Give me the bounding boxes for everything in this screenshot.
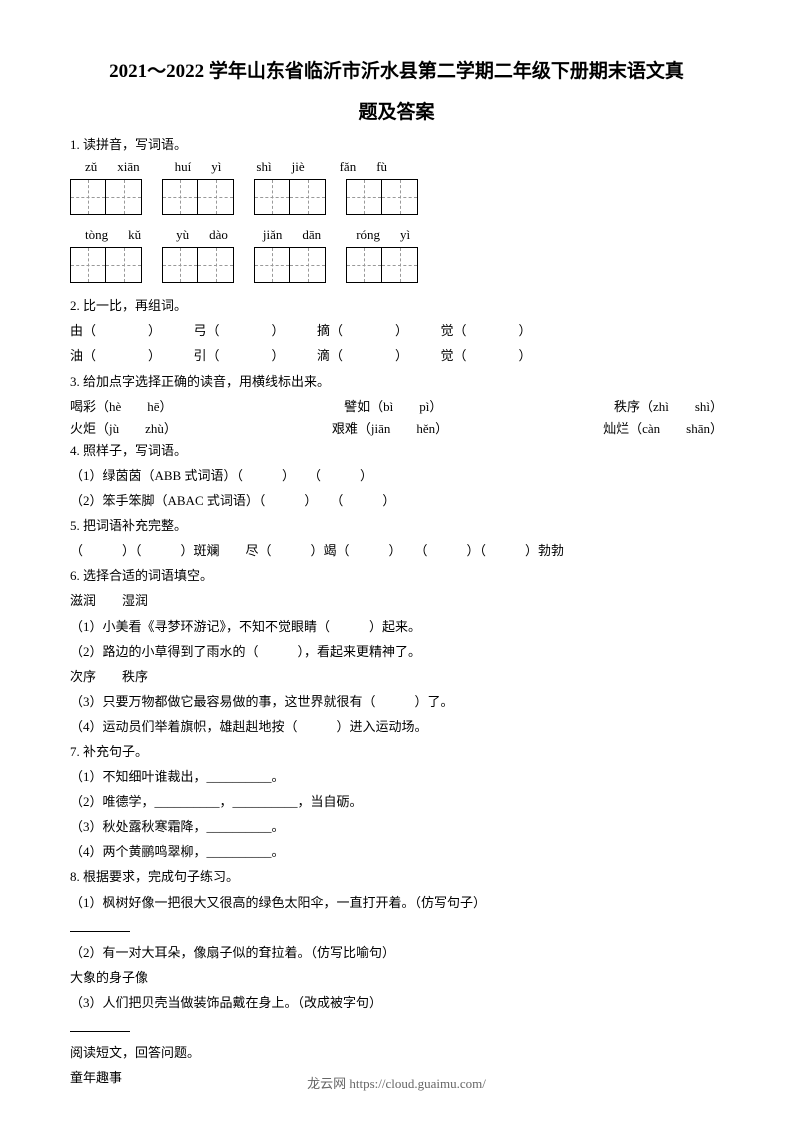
q6-words2: 次序 秩序 — [70, 666, 723, 688]
char-box — [290, 247, 326, 283]
char-box — [162, 179, 198, 215]
q6-prompt: 6. 选择合适的词语填空。 — [70, 565, 723, 587]
q6-line2: （2）路边的小草得到了雨水的（ ），看起来更精神了。 — [70, 641, 723, 663]
q1-prompt: 1. 读拼音，写词语。 — [70, 134, 723, 156]
pinyin: dào — [209, 227, 228, 243]
main-title: 2021～2022 学年山东省临沂市沂水县第二学期二年级下册期末语文真 — [70, 55, 723, 89]
q3-item: 喝彩（hè hē） — [70, 396, 173, 418]
q4-prompt: 4. 照样子，写词语。 — [70, 440, 723, 462]
pinyin: fù — [376, 159, 387, 175]
char-box — [70, 247, 106, 283]
q7-line1: （1）不知细叶谁裁出，__________。 — [70, 766, 723, 788]
q7-line2: （2）唯德学，__________，__________，当自砺。 — [70, 791, 723, 813]
pinyin: zǔ — [85, 159, 97, 175]
char-box — [70, 179, 106, 215]
char-box — [382, 179, 418, 215]
q1-pinyin-row1: zǔ xiān huí yì shì jiè fǎn fù — [70, 159, 723, 175]
pinyin: tòng — [85, 227, 108, 243]
q8-line1: （1）枫树好像一把很大又很高的绿色太阳伞，一直打开着。（仿写句子） — [70, 892, 723, 914]
q1-boxes-row2 — [70, 247, 723, 283]
pinyin: fǎn — [340, 159, 357, 175]
pinyin: huí — [175, 159, 192, 175]
q4-line2: （2）笨手笨脚（ABAC 式词语）（ ） （ ） — [70, 490, 723, 512]
q8-blank2 — [70, 1017, 723, 1039]
char-box — [254, 247, 290, 283]
q3-item: 譬如（bì pì） — [344, 396, 442, 418]
pinyin: dān — [302, 227, 321, 243]
pinyin: yì — [211, 159, 221, 175]
char-box — [290, 179, 326, 215]
q8-blank1 — [70, 917, 723, 939]
char-box — [106, 247, 142, 283]
q8-prompt: 8. 根据要求，完成句子练习。 — [70, 866, 723, 888]
char-box — [198, 179, 234, 215]
pinyin: shì — [256, 159, 271, 175]
char-box — [198, 247, 234, 283]
q3-item: 火炬（jù zhù） — [70, 418, 177, 440]
pinyin: yù — [176, 227, 189, 243]
char-box — [106, 179, 142, 215]
pinyin: kǔ — [128, 227, 141, 243]
q3-item: 灿烂（càn shān） — [603, 418, 723, 440]
pinyin: róng — [356, 227, 380, 243]
q3-prompt: 3. 给加点字选择正确的读音，用横线标出来。 — [70, 371, 723, 393]
q6-words1: 滋润 湿润 — [70, 590, 723, 612]
subtitle: 题及答案 — [70, 97, 723, 124]
q5-line1: （ ）（ ）斑斓 尽（ ）竭（ ） （ ）（ ）勃勃 — [70, 540, 723, 562]
q2-row2: 油（ ） 引（ ） 滴（ ） 觉（ ） — [70, 345, 723, 367]
pinyin: yì — [400, 227, 410, 243]
char-box — [346, 247, 382, 283]
q7-line4: （4）两个黄鹂鸣翠柳，__________。 — [70, 841, 723, 863]
q8-line3: 大象的身子像 — [70, 967, 723, 989]
q5-prompt: 5. 把词语补充完整。 — [70, 515, 723, 537]
q8-line4: （3）人们把贝壳当做装饰品戴在身上。（改成被字句） — [70, 992, 723, 1014]
q7-line3: （3）秋处露秋寒霜降，__________。 — [70, 816, 723, 838]
q3-item: 艰难（jiān hěn） — [332, 418, 448, 440]
q2-row1: 由（ ） 弓（ ） 摘（ ） 觉（ ） — [70, 320, 723, 342]
q7-prompt: 7. 补充句子。 — [70, 741, 723, 763]
char-box — [162, 247, 198, 283]
q1-pinyin-row2: tòng kǔ yù dào jiǎn dān róng yì — [70, 227, 723, 243]
q3-row1: 喝彩（hè hē） 譬如（bì pì） 秩序（zhì shì） — [70, 396, 723, 418]
q3-row2: 火炬（jù zhù） 艰难（jiān hěn） 灿烂（càn shān） — [70, 418, 723, 440]
reading-prompt: 阅读短文，回答问题。 — [70, 1042, 723, 1064]
pinyin: jiè — [292, 159, 305, 175]
q8-line2: （2）有一对大耳朵，像扇子似的耷拉着。（仿写比喻句） — [70, 942, 723, 964]
footer-text: 龙云网 https://cloud.guaimu.com/ — [0, 1073, 793, 1092]
q6-line4: （4）运动员们举着旗帜，雄赳赳地按（ ）进入运动场。 — [70, 716, 723, 738]
pinyin: xiān — [117, 159, 139, 175]
pinyin: jiǎn — [263, 227, 283, 243]
q1-boxes-row1 — [70, 179, 723, 215]
q2-prompt: 2. 比一比，再组词。 — [70, 295, 723, 317]
q6-line1: （1）小美看《寻梦环游记》，不知不觉眼睛（ ）起来。 — [70, 616, 723, 638]
q3-item: 秩序（zhì shì） — [614, 396, 723, 418]
char-box — [254, 179, 290, 215]
q4-line1: （1）绿茵茵（ABB 式词语）（ ） （ ） — [70, 465, 723, 487]
q6-line3: （3）只要万物都做它最容易做的事，这世界就很有（ ）了。 — [70, 691, 723, 713]
char-box — [346, 179, 382, 215]
char-box — [382, 247, 418, 283]
